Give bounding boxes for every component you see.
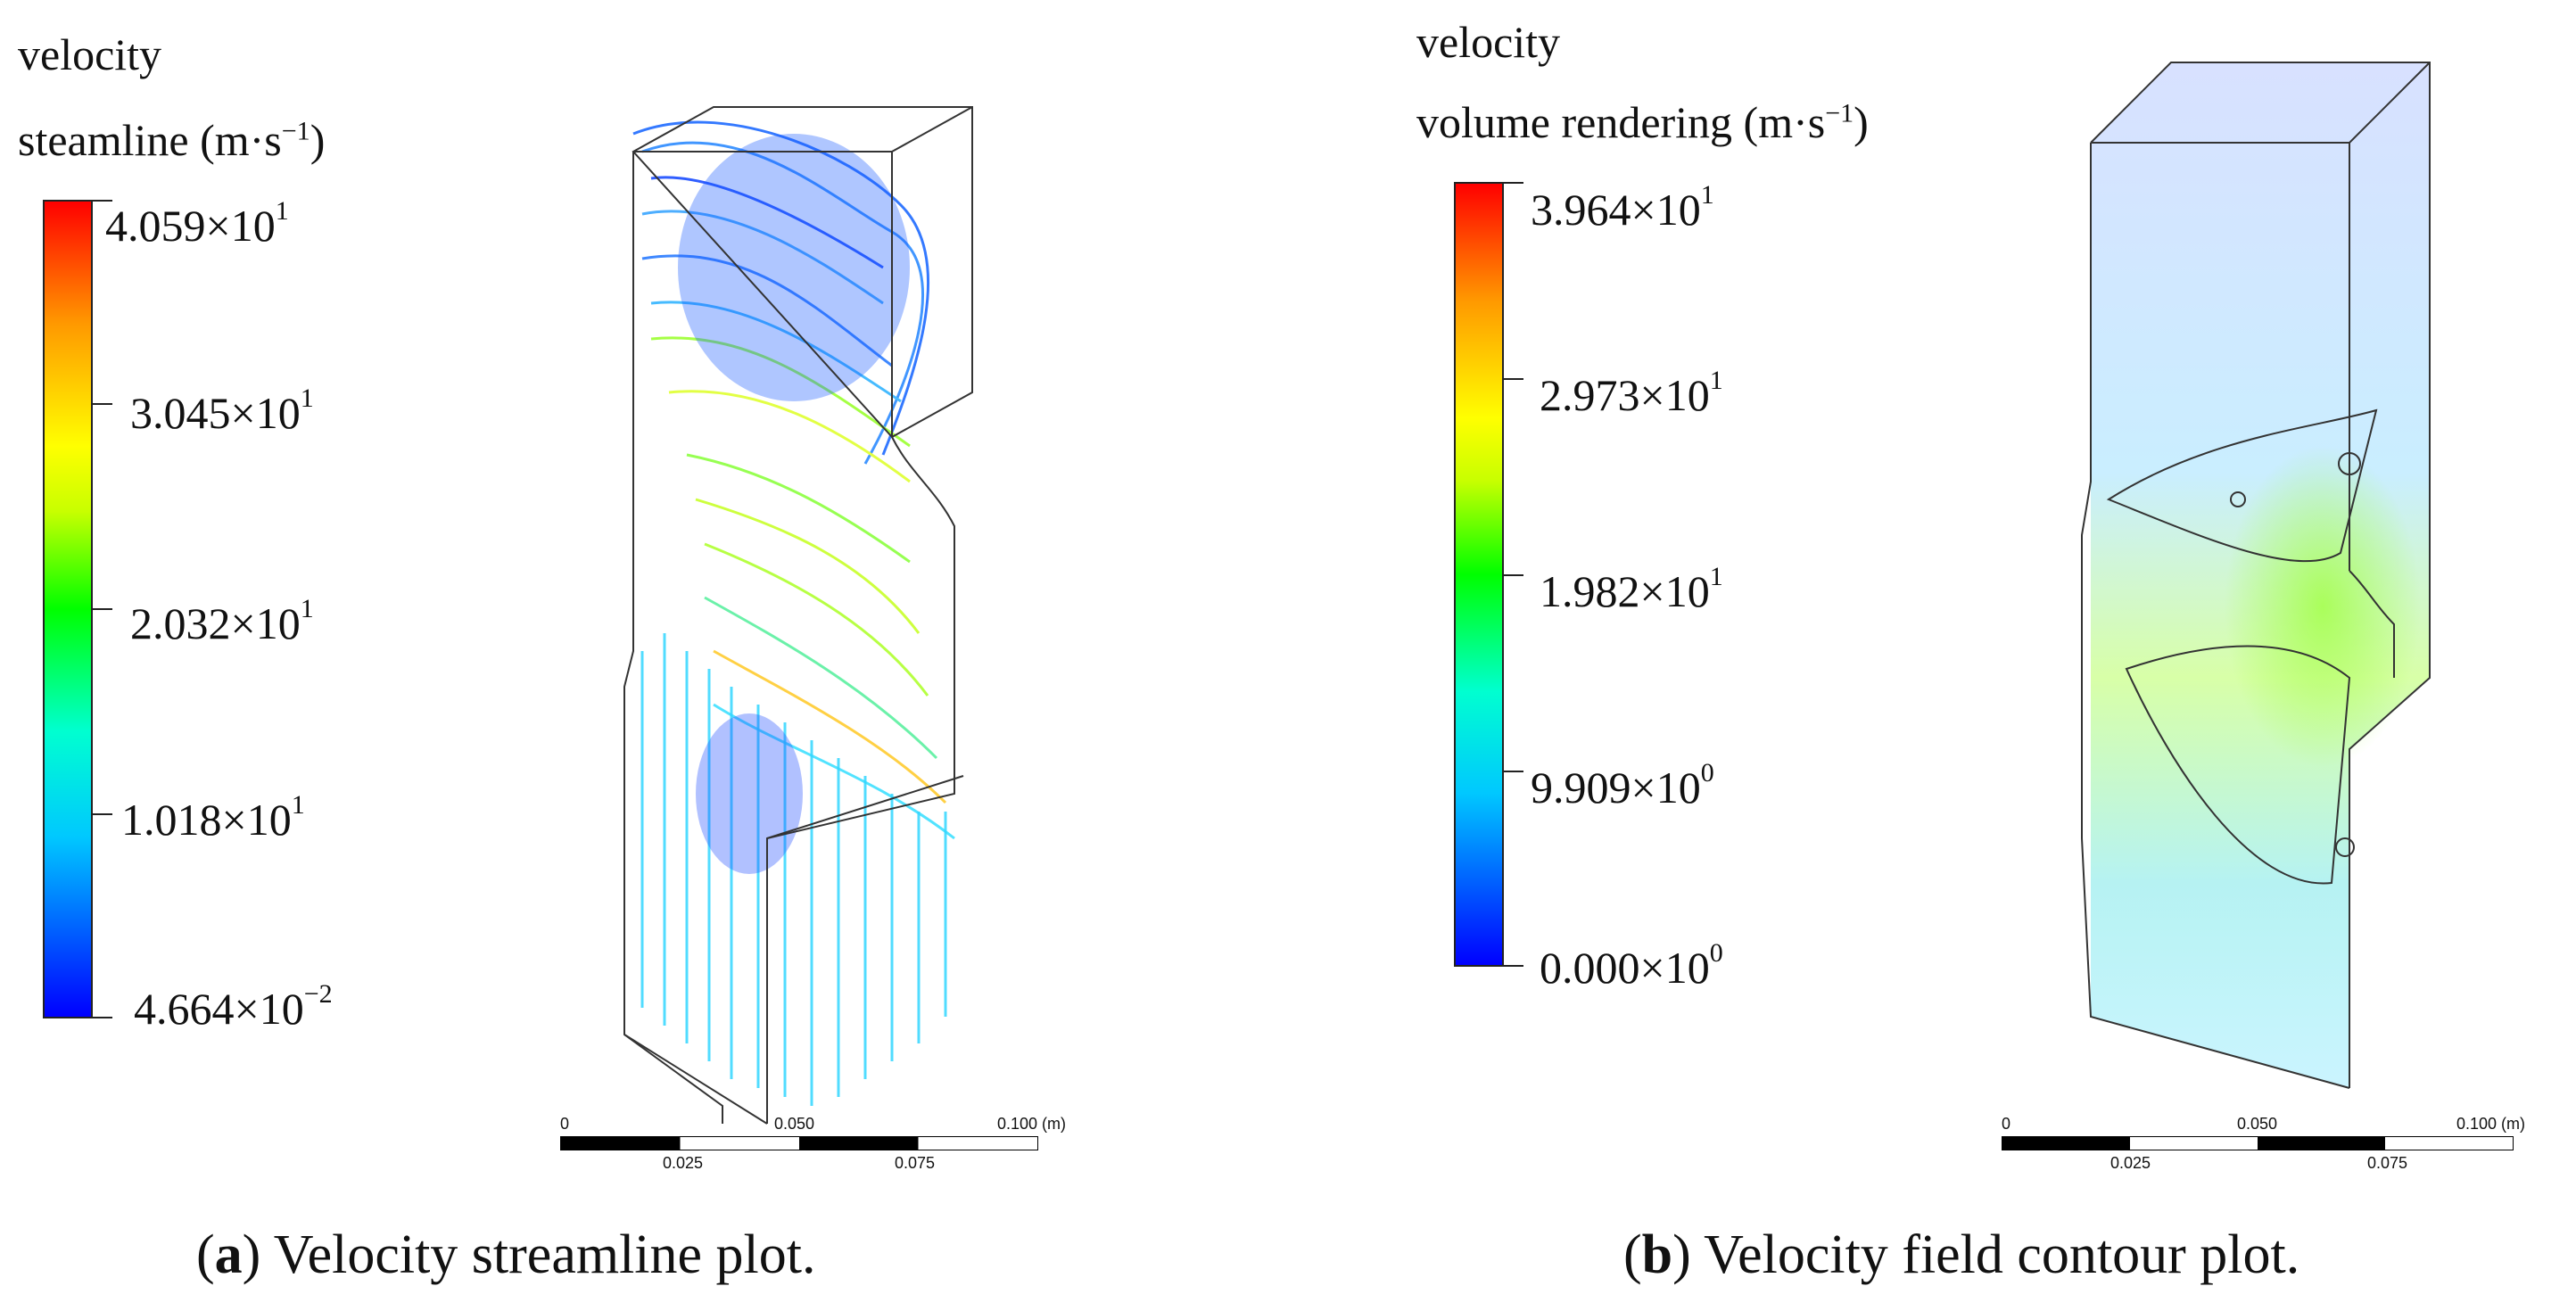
colorbar-tick-label: 2.032×101 [130, 594, 314, 648]
colorbar-tick-label: 0.000×100 [1540, 938, 1723, 993]
legend-title-line1: velocity [1416, 17, 1561, 67]
colorbar-tick-label: 1.982×101 [1540, 562, 1723, 616]
figure-caption: (b) Velocity field contour plot. [1623, 1224, 2300, 1285]
colorbar-tick-label: 4.664×10−2 [134, 979, 333, 1034]
colorbar-tick-label: 3.045×101 [130, 383, 314, 438]
colorbar-tick-label: 1.018×101 [121, 790, 305, 845]
colorbar-tick-label: 3.964×101 [1531, 180, 1714, 235]
colorbar-tick-label: 9.909×100 [1531, 758, 1714, 812]
vortex-top [678, 134, 910, 401]
colorbar-tick-label: 4.059×101 [105, 196, 289, 251]
colorbar [43, 200, 93, 1018]
colorbar-tick-label: 2.973×101 [1540, 366, 1723, 420]
scale-bar: 0 0.050 0.100 (m) 0.025 0.075 [2002, 1115, 2526, 1172]
figure-caption: (a) Velocity streamline plot. [196, 1224, 816, 1285]
panel-b: velocity volume rendering (m·s−1) 3.964×… [1288, 0, 2576, 1311]
legend-title-line2: steamline (m·s−1) [18, 115, 326, 165]
legend-title-line1: velocity [18, 29, 162, 79]
volume-rendering-figure [2081, 62, 2431, 1089]
scale-bar: 0 0.050 0.100 (m) 0.025 0.075 [560, 1115, 1067, 1172]
panel-a: velocity steamline (m·s−1) 4.059×101 3.0… [18, 29, 1067, 1285]
vortex-bottom [696, 713, 803, 874]
legend-title-line2: volume rendering (m·s−1) [1416, 97, 1869, 147]
colorbar [1454, 182, 1504, 967]
box-wireframe [623, 106, 973, 1125]
streamlines-vertical [640, 633, 947, 1106]
high-velocity-region [2225, 446, 2421, 767]
box-wireframe [2081, 62, 2431, 1089]
streamlines [632, 120, 955, 840]
streamline-figure [623, 106, 973, 1125]
